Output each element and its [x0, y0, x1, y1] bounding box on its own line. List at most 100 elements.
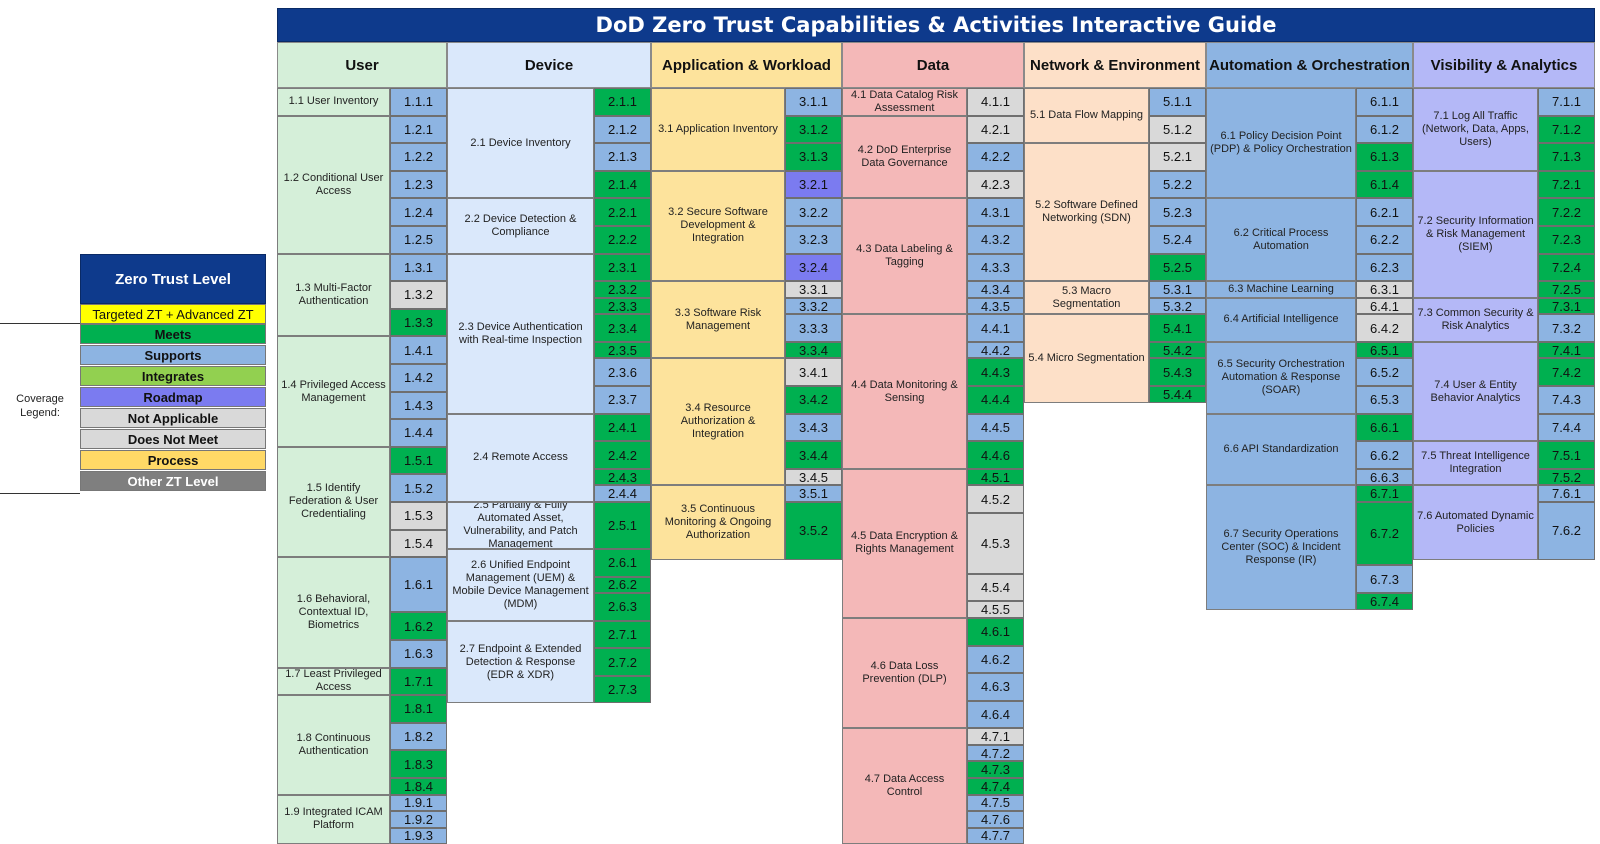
capability-cell[interactable]: 1.8 Continuous Authentication: [277, 695, 390, 795]
activity-cell[interactable]: 3.4.2: [785, 386, 842, 414]
activity-cell[interactable]: 7.1.3: [1538, 143, 1595, 171]
capability-cell[interactable]: 2.7 Endpoint & Extended Detection & Resp…: [447, 620, 594, 704]
activity-cell[interactable]: 6.2.3: [1356, 253, 1413, 282]
capability-cell[interactable]: 6.1 Policy Decision Point (PDP) & Policy…: [1206, 88, 1356, 199]
capability-cell[interactable]: 3.1 Application Inventory: [651, 88, 785, 171]
activity-cell[interactable]: 2.4.4: [594, 485, 651, 502]
activity-cell[interactable]: 4.4.1: [967, 314, 1024, 342]
activity-cell[interactable]: 6.2.2: [1356, 226, 1413, 254]
activity-cell[interactable]: 2.6.2: [594, 576, 651, 594]
activity-cell[interactable]: 6.1.4: [1356, 170, 1413, 199]
activity-cell[interactable]: 2.6.1: [594, 548, 651, 577]
activity-cell[interactable]: 5.3.2: [1149, 297, 1206, 315]
activity-cell[interactable]: 6.1.2: [1356, 115, 1413, 144]
activity-cell[interactable]: 3.4.1: [785, 358, 842, 387]
activity-cell[interactable]: 2.7.3: [594, 675, 651, 704]
capability-cell[interactable]: 3.2 Secure Software Development & Integr…: [651, 170, 785, 282]
activity-cell[interactable]: 1.9.1: [390, 794, 447, 812]
activity-cell[interactable]: 2.1.4: [594, 170, 651, 199]
capability-cell[interactable]: 1.2 Conditional User Access: [277, 115, 390, 254]
activity-cell[interactable]: 6.7.4: [1356, 593, 1413, 610]
activity-cell[interactable]: 1.5.4: [390, 529, 447, 558]
activity-cell[interactable]: 2.6.3: [594, 593, 651, 621]
pillar-header-7[interactable]: Visibility & Analytics: [1413, 42, 1595, 88]
activity-cell[interactable]: 1.5.1: [390, 446, 447, 475]
activity-cell[interactable]: 4.7.6: [967, 811, 1024, 828]
activity-cell[interactable]: 7.4.3: [1538, 386, 1595, 414]
capability-cell[interactable]: 2.6 Unified Endpoint Management (UEM) & …: [447, 548, 594, 621]
activity-cell[interactable]: 1.3.1: [390, 253, 447, 282]
activity-cell[interactable]: 7.5.2: [1538, 468, 1595, 486]
capability-cell[interactable]: 5.1 Data Flow Mapping: [1024, 88, 1149, 144]
activity-cell[interactable]: 5.2.4: [1149, 226, 1206, 254]
activity-cell[interactable]: 4.6.2: [967, 645, 1024, 674]
activity-cell[interactable]: 6.5.3: [1356, 386, 1413, 414]
pillar-header-3[interactable]: Application & Workload: [651, 42, 842, 88]
activity-cell[interactable]: 1.8.4: [390, 778, 447, 795]
activity-cell[interactable]: 1.4.1: [390, 336, 447, 364]
activity-cell[interactable]: 2.1.3: [594, 143, 651, 171]
activity-cell[interactable]: 5.2.5: [1149, 253, 1206, 282]
activity-cell[interactable]: 1.2.4: [390, 198, 447, 226]
activity-cell[interactable]: 2.7.1: [594, 620, 651, 649]
activity-cell[interactable]: 7.4.1: [1538, 341, 1595, 359]
activity-cell[interactable]: 4.7.2: [967, 744, 1024, 762]
activity-cell[interactable]: 6.6.2: [1356, 441, 1413, 469]
activity-cell[interactable]: 4.5.3: [967, 513, 1024, 574]
activity-cell[interactable]: 4.4.4: [967, 386, 1024, 414]
activity-cell[interactable]: 7.1.2: [1538, 115, 1595, 144]
capability-cell[interactable]: 4.3 Data Labeling & Tagging: [842, 198, 967, 315]
activity-cell[interactable]: 4.7.1: [967, 728, 1024, 745]
capability-cell[interactable]: 2.1 Device Inventory: [447, 88, 594, 199]
activity-cell[interactable]: 1.9.3: [390, 827, 447, 844]
zero-trust-level-value[interactable]: Targeted ZT + Advanced ZT: [80, 304, 266, 324]
capability-cell[interactable]: 7.5 Threat Intelligence Integration: [1413, 441, 1538, 486]
activity-cell[interactable]: 1.2.2: [390, 143, 447, 171]
activity-cell[interactable]: 2.3.1: [594, 253, 651, 282]
activity-cell[interactable]: 7.2.3: [1538, 226, 1595, 254]
capability-cell[interactable]: 7.3 Common Security & Risk Analytics: [1413, 297, 1538, 342]
capability-cell[interactable]: 6.7 Security Operations Center (SOC) & I…: [1206, 485, 1356, 610]
activity-cell[interactable]: 4.5.4: [967, 573, 1024, 602]
activity-cell[interactable]: 6.7.3: [1356, 565, 1413, 594]
activity-cell[interactable]: 1.7.1: [390, 667, 447, 696]
activity-cell[interactable]: 3.4.5: [785, 468, 842, 486]
activity-cell[interactable]: 5.2.3: [1149, 198, 1206, 226]
capability-cell[interactable]: 3.5 Continuous Monitoring & Ongoing Auth…: [651, 485, 785, 560]
activity-cell[interactable]: 1.4.2: [390, 364, 447, 392]
activity-cell[interactable]: 4.7.4: [967, 778, 1024, 795]
pillar-header-1[interactable]: User: [277, 42, 447, 88]
activity-cell[interactable]: 1.3.2: [390, 281, 447, 309]
activity-cell[interactable]: 1.8.2: [390, 722, 447, 751]
activity-cell[interactable]: 3.3.3: [785, 314, 842, 342]
capability-cell[interactable]: 4.4 Data Monitoring & Sensing: [842, 314, 967, 469]
capability-cell[interactable]: 5.2 Software Defined Networking (SDN): [1024, 143, 1149, 282]
activity-cell[interactable]: 3.2.2: [785, 198, 842, 226]
activity-cell[interactable]: 5.4.3: [1149, 358, 1206, 387]
activity-cell[interactable]: 4.4.3: [967, 358, 1024, 387]
activity-cell[interactable]: 3.2.1: [785, 170, 842, 199]
activity-cell[interactable]: 2.2.1: [594, 198, 651, 226]
activity-cell[interactable]: 6.5.2: [1356, 358, 1413, 387]
capability-cell[interactable]: 4.1 Data Catalog Risk Assessment: [842, 88, 967, 116]
activity-cell[interactable]: 6.4.2: [1356, 314, 1413, 342]
activity-cell[interactable]: 2.3.4: [594, 314, 651, 342]
activity-cell[interactable]: 2.7.2: [594, 648, 651, 676]
activity-cell[interactable]: 7.4.4: [1538, 413, 1595, 442]
activity-cell[interactable]: 4.3.1: [967, 198, 1024, 226]
capability-cell[interactable]: 2.2 Device Detection & Compliance: [447, 198, 594, 254]
activity-cell[interactable]: 6.3.1: [1356, 281, 1413, 298]
activity-cell[interactable]: 2.2.2: [594, 226, 651, 254]
activity-cell[interactable]: 3.1.3: [785, 143, 842, 171]
capability-cell[interactable]: 1.7 Least Privileged Access: [277, 667, 390, 696]
capability-cell[interactable]: 1.6 Behavioral, Contextual ID, Biometric…: [277, 557, 390, 668]
activity-cell[interactable]: 4.5.2: [967, 485, 1024, 514]
activity-cell[interactable]: 2.3.2: [594, 281, 651, 298]
activity-cell[interactable]: 2.1.1: [594, 88, 651, 116]
activity-cell[interactable]: 4.3.4: [967, 281, 1024, 298]
activity-cell[interactable]: 3.2.4: [785, 253, 842, 282]
capability-cell[interactable]: 5.4 Micro Segmentation: [1024, 314, 1149, 403]
capability-cell[interactable]: 7.2 Security Information & Risk Manageme…: [1413, 170, 1538, 298]
capability-cell[interactable]: 1.4 Privileged Access Management: [277, 336, 390, 447]
activity-cell[interactable]: 7.1.1: [1538, 88, 1595, 116]
